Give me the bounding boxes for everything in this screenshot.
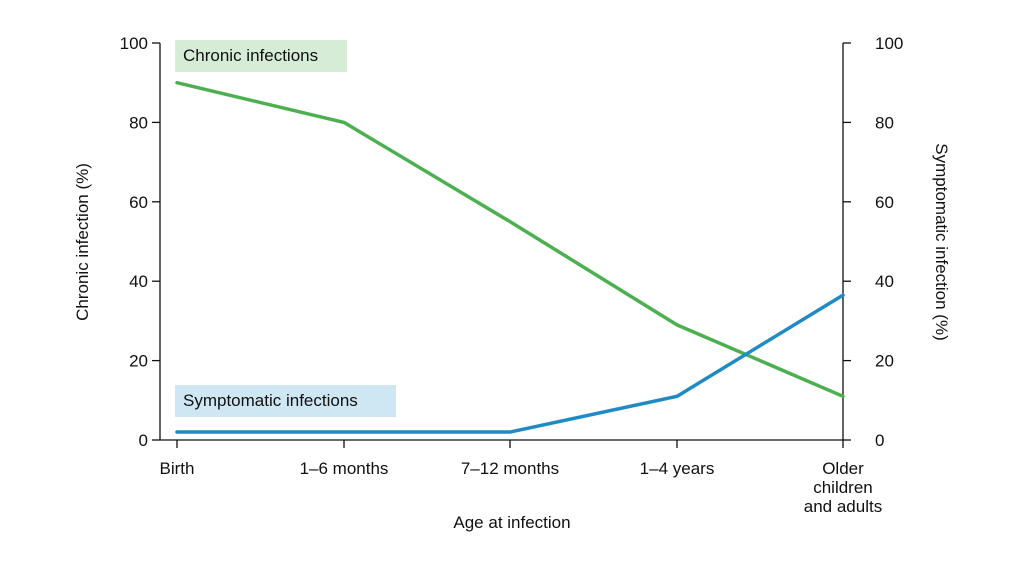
x-tick-label-line: and adults <box>804 497 882 516</box>
series-layer <box>175 80 845 434</box>
left-y-tick-label: 60 <box>129 193 148 212</box>
right-y-tick-label: 100 <box>875 34 903 53</box>
series-labels-layer: Chronic infections Symptomatic infections <box>175 40 396 417</box>
left-y-axis-title: Chronic infection (%) <box>73 163 92 321</box>
x-tick-label-line: Older <box>822 459 864 478</box>
left-y-tick-label: 100 <box>120 34 148 53</box>
right-y-axis-title: Symptomatic infection (%) <box>932 143 951 340</box>
right-y-tick-label: 20 <box>875 352 894 371</box>
right-y-tick-label: 80 <box>875 113 894 132</box>
x-tick-label-line: 1–6 months <box>300 459 389 478</box>
right-y-tick-label: 40 <box>875 272 894 291</box>
x-tick-label-line: children <box>813 478 873 497</box>
chronic-infections-line <box>175 80 845 399</box>
symptomatic-infections-label-bg <box>175 385 396 417</box>
x-tick-label: 7–12 months <box>461 459 559 478</box>
left-y-tick-label: 80 <box>129 113 148 132</box>
left-y-tick-label: 40 <box>129 272 148 291</box>
x-tick-label-line: Birth <box>160 459 195 478</box>
chronic-infections-label-bg <box>175 40 347 72</box>
symptomatic-infections-line <box>175 293 845 434</box>
chronic-infections-label: Chronic infections <box>183 46 318 65</box>
x-tick-label: Birth <box>160 459 195 478</box>
right-y-tick-label: 0 <box>875 431 884 450</box>
x-tick-label: Older children and adults <box>804 459 882 516</box>
left-y-tick-label: 20 <box>129 352 148 371</box>
x-tick-label: 1–6 months <box>300 459 389 478</box>
axes-layer: 0 0 20 20 40 40 60 60 80 80 100 100 Birth 1–6 months 7… <box>120 34 904 516</box>
x-tick-label: 1–4 years <box>640 459 715 478</box>
x-tick-label-line: 1–4 years <box>640 459 715 478</box>
symptomatic-infections-label: Symptomatic infections <box>183 391 358 410</box>
x-axis-title: Age at infection <box>453 513 570 532</box>
x-tick-label-line: 7–12 months <box>461 459 559 478</box>
right-y-tick-label: 60 <box>875 193 894 212</box>
left-y-tick-label: 0 <box>139 431 148 450</box>
